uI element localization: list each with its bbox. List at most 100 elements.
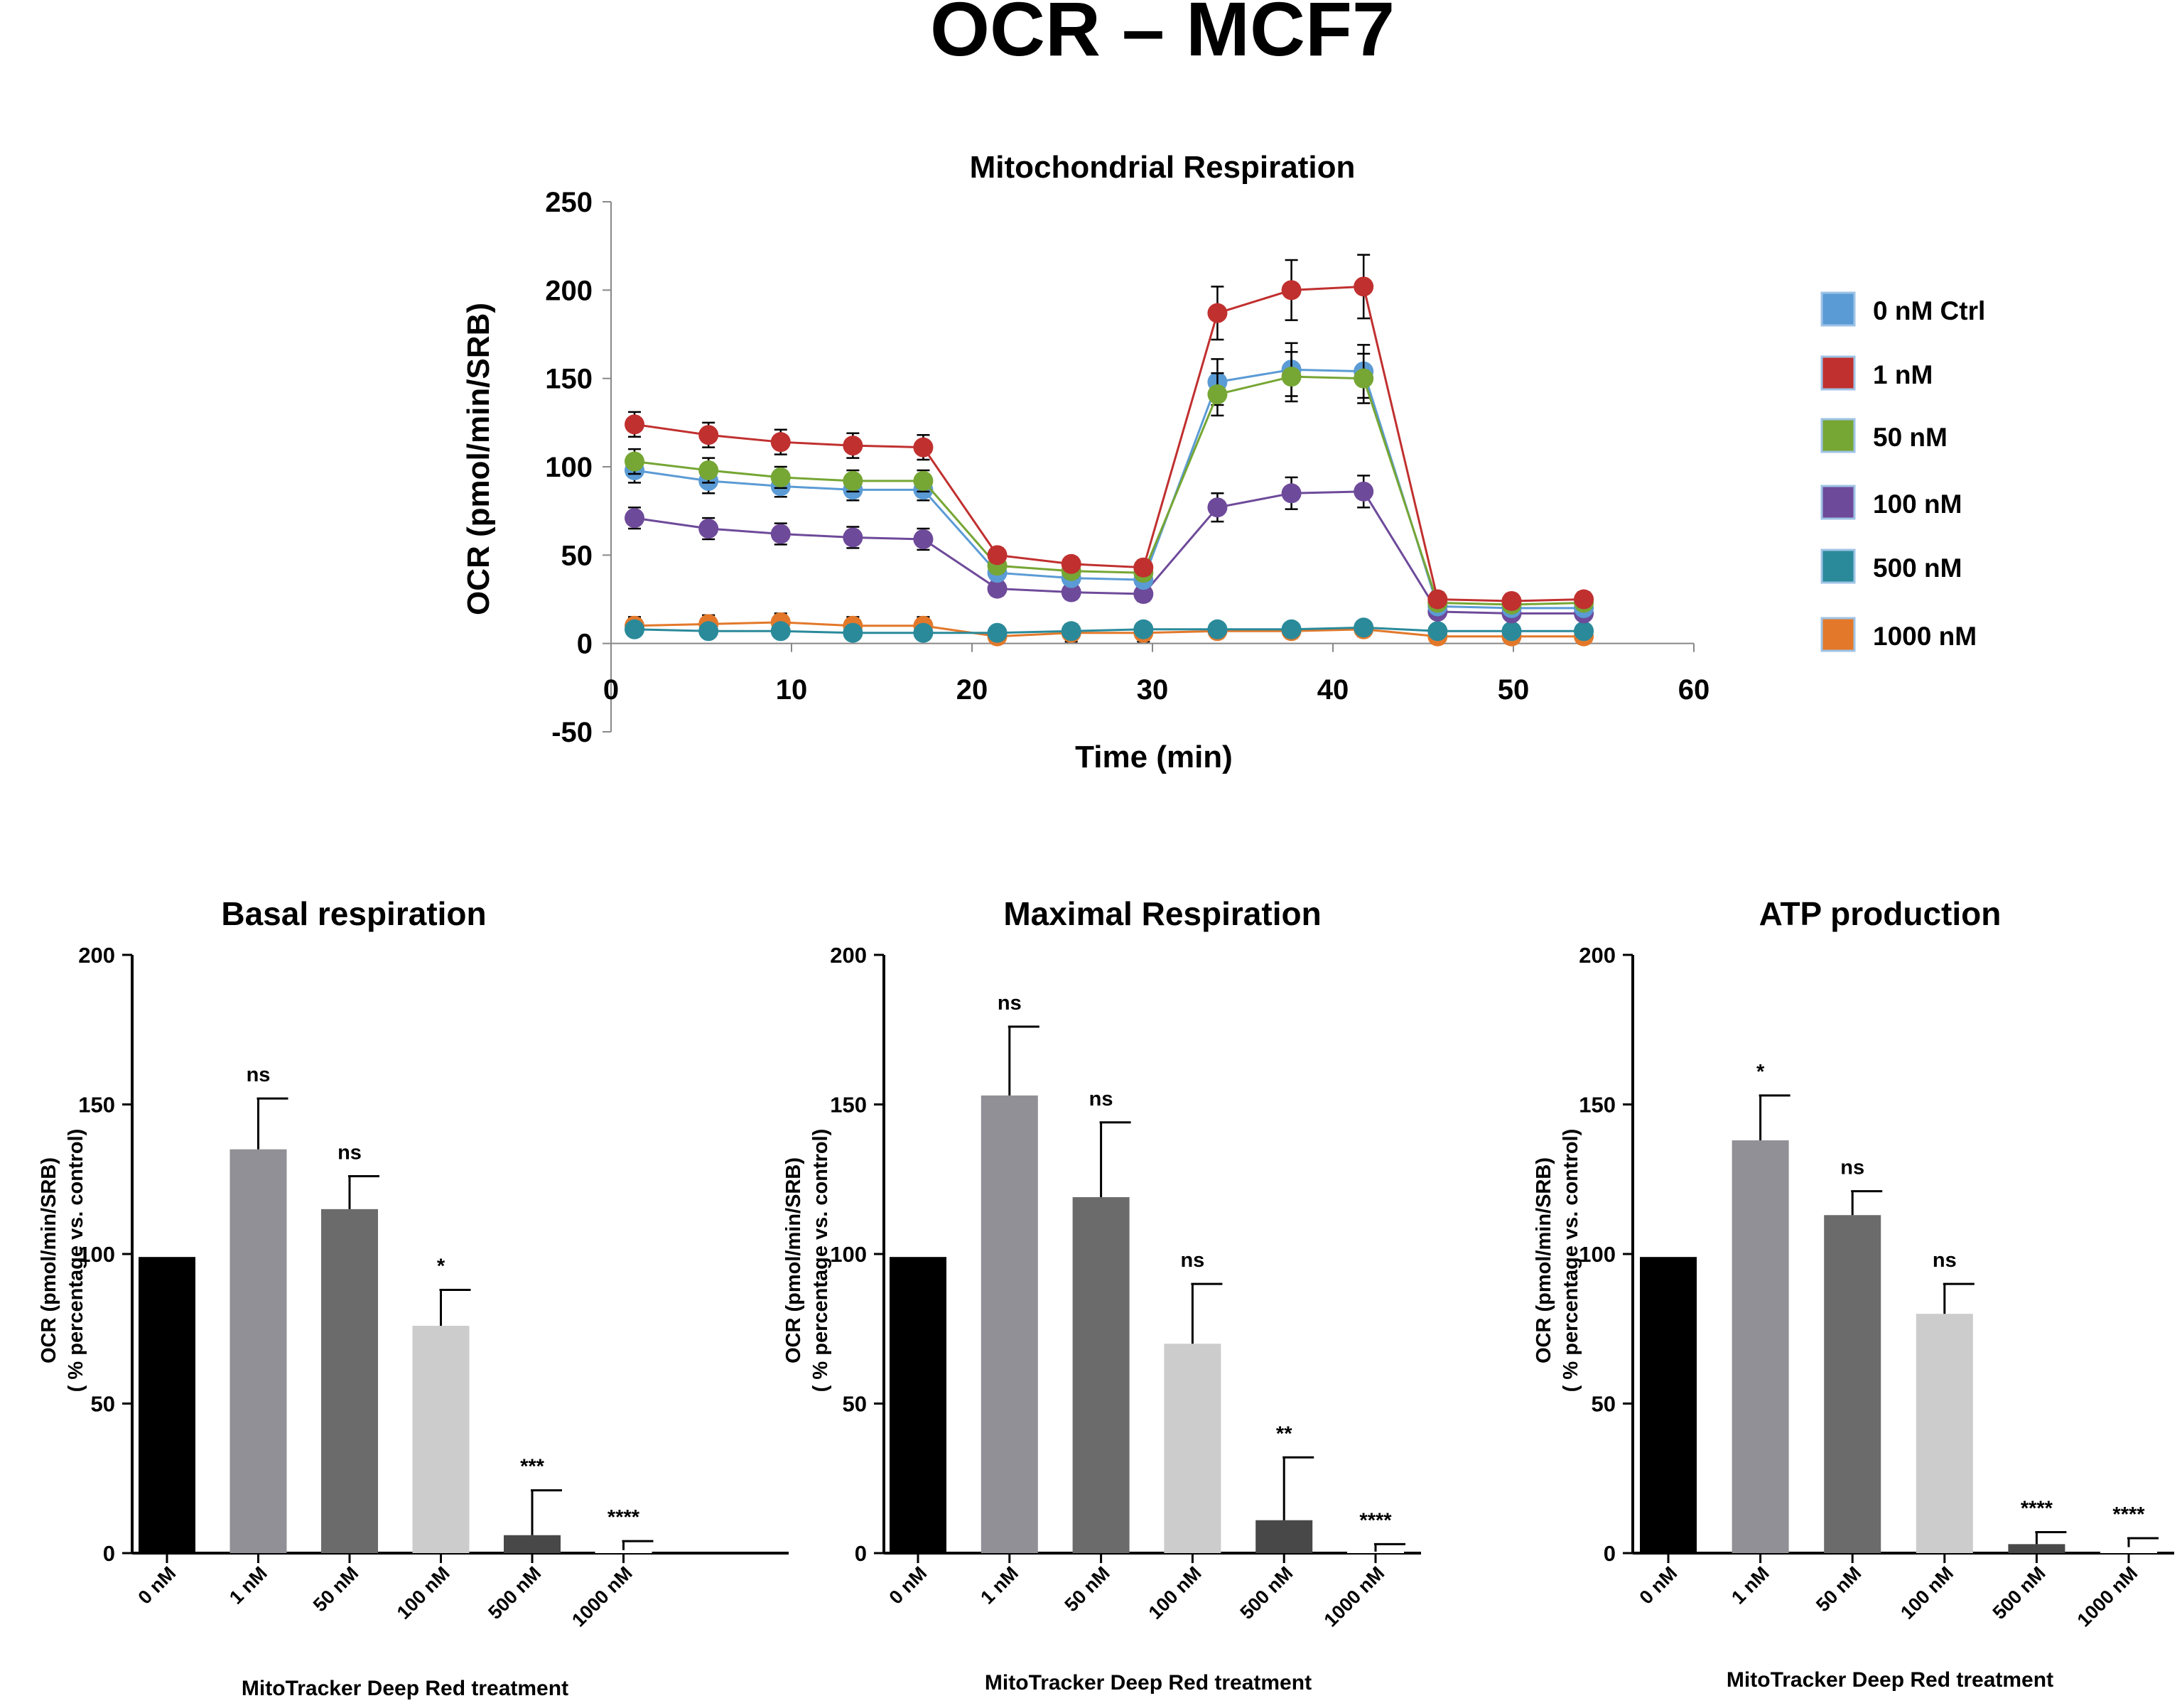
y-tick-label: 0 xyxy=(577,629,593,660)
series-50-nm xyxy=(625,351,1594,615)
y-tick-label: -50 xyxy=(551,717,593,748)
x-tick-label: 0 nM xyxy=(134,1562,180,1609)
figure-title: OCR – MCF7 xyxy=(930,0,1395,72)
maximal-respiration-chart: Maximal Respiration MitoTracker Deep Red… xyxy=(782,895,1421,1695)
bar-chart-y-label-line2: ( % percentage vs. control) xyxy=(809,1129,832,1393)
data-point xyxy=(698,425,719,445)
atp-production-chart: ATP production MitoTracker Deep Red trea… xyxy=(1533,895,2174,1692)
x-tick-label: 50 xyxy=(1498,674,1530,706)
y-tick-label: 50 xyxy=(91,1392,115,1417)
bar xyxy=(1824,1215,1881,1553)
series-line xyxy=(634,490,1584,615)
data-point xyxy=(625,414,645,435)
y-tick-label: 150 xyxy=(1579,1093,1616,1118)
x-tick-label: 50 nM xyxy=(1812,1562,1865,1616)
significance-label: * xyxy=(437,1255,445,1278)
legend-swatch xyxy=(1820,291,1856,327)
significance-label: **** xyxy=(2021,1498,2053,1520)
series-0-nm-ctrl xyxy=(625,342,1594,618)
data-point xyxy=(1354,368,1374,389)
legend-swatch xyxy=(1820,355,1856,391)
y-tick-label: 200 xyxy=(78,943,115,968)
data-point xyxy=(1354,481,1374,502)
data-point xyxy=(1207,497,1228,518)
data-point xyxy=(913,622,934,643)
bar xyxy=(139,1257,195,1553)
data-point xyxy=(625,451,645,472)
line-chart-y-label: OCR (pmol/min/SRB) xyxy=(461,303,496,615)
y-tick-label: 150 xyxy=(78,1093,115,1118)
y-tick-label: 150 xyxy=(545,364,593,395)
data-point xyxy=(843,470,863,491)
x-tick-label: 1000 nM xyxy=(1320,1562,1389,1631)
legend-swatch xyxy=(1820,548,1856,584)
line-chart: Mitochondrial Respiration Time (min) OCR… xyxy=(461,150,1710,774)
data-point xyxy=(1207,303,1228,323)
significance-label: ns xyxy=(337,1142,362,1164)
bar-chart-y-label-line1: OCR (pmol/min/SRB) xyxy=(1533,1157,1555,1363)
legend-item: 500 nM xyxy=(1820,548,1962,584)
data-point xyxy=(1061,621,1081,642)
x-tick-label: 50 nM xyxy=(1061,1562,1114,1616)
x-tick-label: 1 nM xyxy=(1727,1562,1773,1609)
data-point xyxy=(1207,619,1228,639)
legend-item: 1 nM xyxy=(1820,355,1933,391)
legend-item: 1000 nM xyxy=(1820,617,1977,652)
legend-label: 1000 nM xyxy=(1873,622,1977,651)
y-tick-label: 200 xyxy=(830,943,867,968)
significance-label: ns xyxy=(1180,1249,1204,1272)
data-point xyxy=(987,545,1008,566)
data-point xyxy=(1133,557,1154,578)
legend-label: 50 nM xyxy=(1873,423,1948,452)
data-point xyxy=(625,508,645,529)
data-point xyxy=(770,524,791,544)
legend-item: 100 nM xyxy=(1820,485,1962,520)
bar xyxy=(1072,1197,1130,1553)
x-tick-label: 50 nM xyxy=(309,1562,362,1616)
x-tick-label: 20 xyxy=(956,674,988,706)
bar xyxy=(504,1535,561,1553)
bar-chart-x-label: MitoTracker Deep Red treatment xyxy=(1727,1668,2053,1692)
bar xyxy=(595,1550,652,1553)
data-point xyxy=(913,437,934,458)
series-500-nm xyxy=(625,617,1594,643)
bar xyxy=(1164,1344,1221,1553)
y-tick-label: 50 xyxy=(561,540,593,571)
data-point xyxy=(1061,582,1081,602)
data-point xyxy=(1133,584,1154,605)
significance-label: **** xyxy=(1359,1509,1392,1532)
legend-label: 1 nM xyxy=(1873,360,1933,389)
bar xyxy=(2100,1547,2157,1553)
y-tick-label: 100 xyxy=(78,1242,115,1267)
data-point xyxy=(1281,483,1302,504)
bar xyxy=(412,1326,470,1553)
legend-label: 100 nM xyxy=(1873,490,1962,519)
bar xyxy=(321,1209,378,1553)
y-tick-label: 150 xyxy=(830,1093,867,1118)
significance-label: * xyxy=(1756,1061,1765,1083)
data-point xyxy=(1281,367,1302,387)
bar xyxy=(229,1149,287,1553)
bar-chart-title: ATP production xyxy=(1759,895,2002,932)
line-chart-title: Mitochondrial Respiration xyxy=(970,150,1356,185)
data-point xyxy=(698,519,719,539)
x-tick-label: 40 xyxy=(1317,674,1349,706)
legend-swatch xyxy=(1820,617,1856,652)
x-tick-label: 500 nM xyxy=(484,1562,545,1623)
significance-label: ** xyxy=(1276,1422,1292,1445)
data-point xyxy=(1207,384,1228,405)
y-tick-label: 200 xyxy=(545,275,593,306)
x-tick-label: 0 xyxy=(603,674,619,706)
bar xyxy=(1732,1140,1789,1553)
bar xyxy=(1255,1520,1313,1553)
y-tick-label: 200 xyxy=(1579,943,1616,968)
bar-chart-y-label: OCR (pmol/min/SRB) ( % percentage vs. co… xyxy=(1533,1129,1582,1393)
x-tick-label: 500 nM xyxy=(1989,1562,2050,1623)
significance-label: **** xyxy=(2112,1503,2145,1526)
series-line xyxy=(634,621,1584,638)
x-tick-label: 100 nM xyxy=(1896,1562,1957,1623)
bar-chart-title: Maximal Respiration xyxy=(1003,895,1321,932)
y-tick-label: 100 xyxy=(545,452,593,483)
bar-chart-x-label: MitoTracker Deep Red treatment xyxy=(242,1677,568,1700)
bar xyxy=(890,1257,946,1553)
